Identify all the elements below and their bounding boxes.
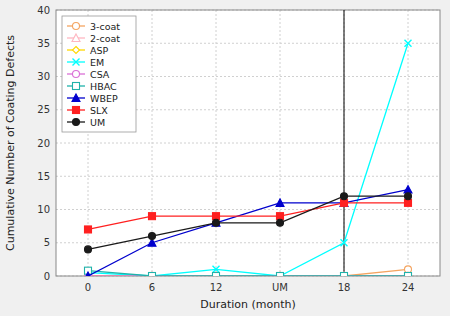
grid-line	[216, 10, 217, 276]
x-tick-label: 6	[149, 282, 155, 293]
y-tick-label: 30	[37, 71, 50, 82]
series-line	[88, 271, 408, 276]
chart: 0 5 10 15 20 25 30 35 40 0 6 12 UM 18 24 Duration (mont…	[0, 0, 450, 316]
point	[212, 219, 220, 227]
grid-line	[56, 209, 440, 210]
point	[213, 273, 220, 277]
point	[277, 273, 284, 277]
point	[213, 213, 220, 220]
point	[149, 233, 156, 240]
series-line	[88, 190, 408, 276]
grid-line	[408, 10, 409, 276]
point	[404, 272, 412, 276]
x-tick-label: 12	[210, 282, 223, 293]
point	[340, 272, 348, 276]
x-axis-label: Duration (month)	[200, 298, 296, 311]
grid-line	[56, 242, 440, 243]
point	[213, 266, 220, 273]
point	[148, 272, 156, 276]
legend-frame	[62, 16, 136, 132]
reference-line	[344, 10, 345, 276]
series-line	[88, 196, 408, 249]
x-tick-label: 18	[338, 282, 351, 293]
legend-marker	[73, 71, 80, 78]
legend-marker	[73, 47, 80, 54]
legend-label: UM	[90, 117, 105, 128]
y-tick-label: 20	[37, 138, 50, 149]
point	[341, 273, 348, 277]
y-tick-label: 40	[37, 5, 50, 16]
point	[277, 213, 284, 220]
point	[341, 193, 348, 200]
legend-marker	[73, 23, 80, 30]
point	[212, 272, 220, 276]
y-tick-label: 10	[37, 204, 50, 215]
point	[84, 272, 92, 276]
point	[149, 273, 156, 277]
point	[276, 272, 284, 276]
legend-marker	[73, 83, 80, 90]
point	[405, 40, 412, 47]
point	[277, 273, 284, 277]
point	[277, 273, 284, 277]
point	[405, 273, 412, 277]
plot-area	[56, 10, 440, 276]
point	[277, 273, 284, 277]
legend-label: 3-coat	[90, 21, 120, 32]
point	[405, 193, 412, 200]
series-line	[88, 203, 408, 230]
point	[85, 226, 92, 233]
point	[405, 273, 412, 277]
y-tick-label: 15	[37, 171, 50, 182]
legend-label: CSA	[90, 69, 110, 80]
legend-label: WBEP	[90, 93, 118, 104]
grid-line	[280, 10, 281, 276]
legend-marker	[73, 59, 80, 66]
y-axis-label: Cumulative Number of Coating Defects	[4, 35, 17, 251]
legend-label: EM	[90, 57, 104, 68]
point	[213, 273, 220, 277]
y-tick-label: 5	[44, 237, 50, 248]
plot-frame	[56, 10, 440, 276]
point	[341, 239, 348, 246]
legend-marker	[72, 34, 80, 42]
grid-line	[56, 176, 440, 177]
x-tick-label: 0	[85, 282, 91, 293]
y-tick-label: 25	[37, 104, 50, 115]
point	[149, 273, 156, 277]
grid-line	[56, 143, 440, 144]
legend-marker	[72, 94, 80, 102]
point	[149, 273, 156, 277]
legend-marker	[73, 107, 80, 114]
point	[341, 273, 348, 277]
point	[85, 246, 92, 253]
point	[213, 273, 220, 277]
point	[405, 199, 412, 206]
legend-marker	[73, 119, 80, 126]
point	[213, 273, 220, 277]
legend-label: ASP	[90, 45, 109, 56]
x-tick-label: 24	[402, 282, 415, 293]
y-tick-label: 35	[37, 38, 50, 49]
point	[341, 273, 348, 277]
y-tick-label: 0	[44, 271, 50, 282]
x-tick-label: UM	[272, 282, 288, 293]
point	[405, 273, 412, 277]
point	[341, 273, 348, 277]
legend-label: 2-coat	[90, 33, 120, 44]
legend: 3-coat2-coatASPEMCSAHBACWBEPSLXUM	[62, 16, 136, 132]
legend-label: HBAC	[90, 81, 117, 92]
point	[213, 219, 220, 226]
grid	[56, 10, 440, 276]
grid-line	[344, 10, 345, 276]
point	[277, 219, 284, 226]
point	[404, 186, 412, 194]
legend-label: SLX	[90, 105, 108, 116]
point	[149, 273, 156, 277]
point	[149, 273, 156, 277]
point	[277, 273, 284, 277]
point	[341, 199, 348, 206]
point	[276, 199, 284, 207]
point	[149, 213, 156, 220]
